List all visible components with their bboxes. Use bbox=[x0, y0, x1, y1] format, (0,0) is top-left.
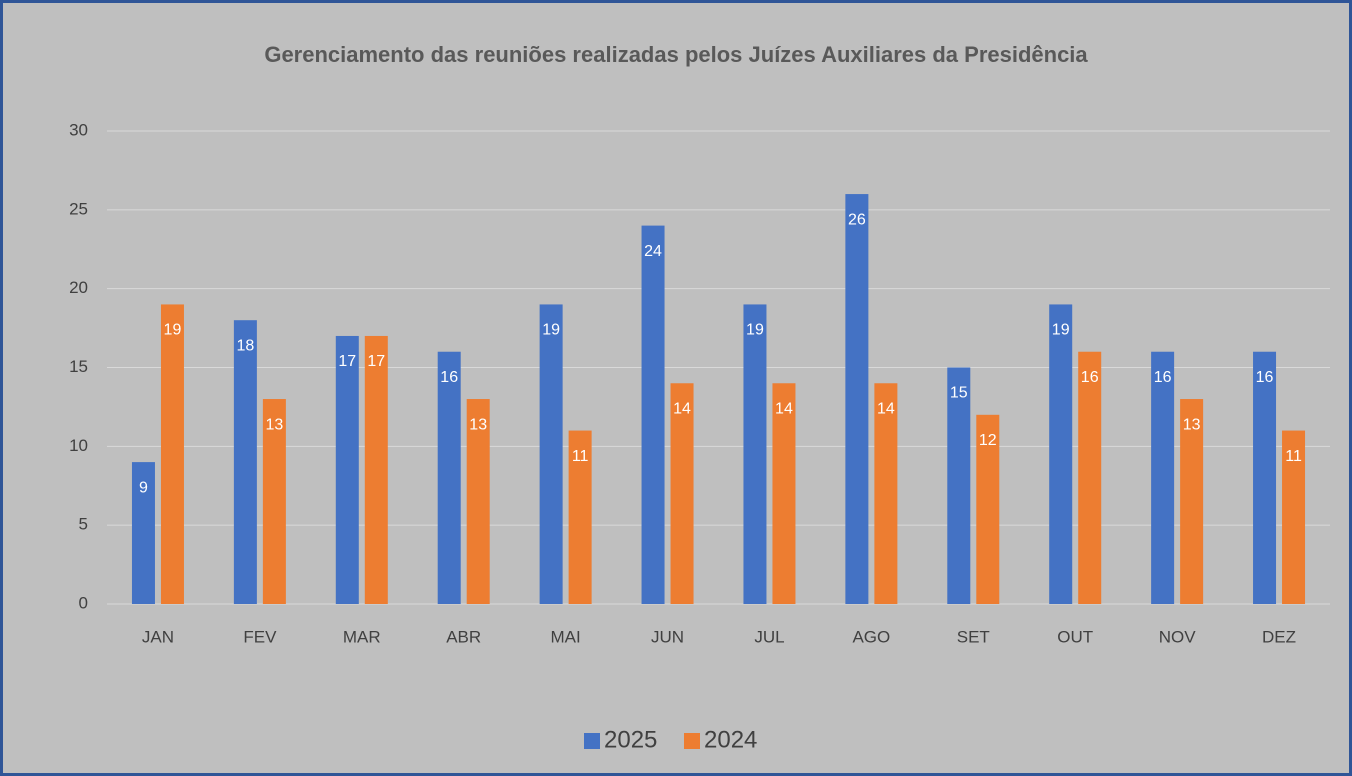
data-label: 15 bbox=[950, 385, 968, 402]
data-label: 16 bbox=[1256, 369, 1274, 386]
bar bbox=[1282, 430, 1306, 604]
bar bbox=[233, 320, 257, 604]
bar bbox=[568, 430, 592, 604]
bar bbox=[364, 335, 388, 604]
bar bbox=[1151, 351, 1175, 604]
data-label: 12 bbox=[979, 432, 997, 449]
x-tick-label: SET bbox=[957, 627, 990, 646]
x-tick-label: OUT bbox=[1057, 627, 1093, 646]
data-label: 16 bbox=[1154, 369, 1172, 386]
data-label: 13 bbox=[469, 416, 487, 433]
legend-label: 2025 bbox=[604, 726, 657, 753]
bar bbox=[641, 225, 665, 604]
data-label: 16 bbox=[1081, 369, 1099, 386]
bar bbox=[1049, 304, 1073, 604]
data-label: 11 bbox=[572, 448, 589, 465]
data-label: 9 bbox=[139, 479, 148, 496]
bar bbox=[670, 383, 694, 604]
data-label: 17 bbox=[338, 353, 356, 370]
y-tick-label: 15 bbox=[69, 357, 88, 376]
x-tick-label: MAR bbox=[343, 627, 381, 646]
bar bbox=[772, 383, 796, 604]
bar bbox=[743, 304, 767, 604]
x-tick-label: AGO bbox=[852, 627, 890, 646]
bar bbox=[335, 335, 359, 604]
data-label: 16 bbox=[440, 369, 458, 386]
bar bbox=[874, 383, 898, 604]
bar bbox=[466, 399, 490, 604]
bar bbox=[947, 367, 971, 604]
legend-label: 2024 bbox=[704, 726, 757, 753]
data-label: 19 bbox=[1052, 322, 1070, 339]
data-label: 26 bbox=[848, 211, 866, 228]
bar bbox=[262, 399, 286, 604]
bar bbox=[1253, 351, 1277, 604]
bar bbox=[845, 194, 869, 605]
x-tick-label: ABR bbox=[446, 627, 481, 646]
bar bbox=[976, 414, 1000, 604]
bar bbox=[160, 304, 184, 604]
x-tick-label: NOV bbox=[1159, 627, 1197, 646]
y-tick-label: 0 bbox=[79, 593, 88, 612]
data-label: 19 bbox=[164, 322, 182, 339]
y-tick-label: 25 bbox=[69, 199, 88, 218]
x-tick-label: MAI bbox=[551, 627, 581, 646]
data-label: 14 bbox=[673, 400, 691, 417]
data-label: 13 bbox=[1183, 416, 1201, 433]
x-tick-label: FEV bbox=[243, 627, 277, 646]
data-label: 19 bbox=[746, 322, 764, 339]
y-tick-label: 5 bbox=[79, 515, 88, 534]
bar bbox=[1078, 351, 1102, 604]
data-label: 24 bbox=[644, 243, 662, 260]
data-label: 11 bbox=[1285, 448, 1302, 465]
x-tick-label: JAN bbox=[142, 627, 174, 646]
data-label: 18 bbox=[236, 337, 254, 354]
y-tick-label: 20 bbox=[69, 278, 88, 297]
data-label: 17 bbox=[367, 353, 385, 370]
chart-title: Gerenciamento das reuniões realizadas pe… bbox=[264, 42, 1088, 67]
data-label: 14 bbox=[775, 400, 793, 417]
x-tick-label: DEZ bbox=[1262, 627, 1296, 646]
legend-swatch bbox=[584, 733, 600, 749]
x-tick-label: JUN bbox=[651, 627, 684, 646]
x-tick-label: JUL bbox=[754, 627, 784, 646]
data-label: 19 bbox=[542, 322, 560, 339]
bar bbox=[1180, 399, 1204, 604]
y-tick-label: 30 bbox=[69, 120, 88, 139]
bar bbox=[131, 462, 155, 604]
bar bbox=[437, 351, 461, 604]
y-tick-label: 10 bbox=[69, 436, 88, 455]
legend-swatch bbox=[684, 733, 700, 749]
data-label: 13 bbox=[265, 416, 283, 433]
data-label: 14 bbox=[877, 400, 895, 417]
bar bbox=[539, 304, 563, 604]
